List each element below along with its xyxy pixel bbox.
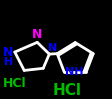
- Text: N: N: [32, 28, 42, 41]
- Text: HCl: HCl: [53, 83, 82, 98]
- Text: H: H: [4, 57, 14, 67]
- Text: HCl: HCl: [3, 77, 27, 90]
- Text: N: N: [3, 46, 14, 59]
- Text: N: N: [48, 43, 57, 53]
- Text: NH: NH: [65, 67, 84, 77]
